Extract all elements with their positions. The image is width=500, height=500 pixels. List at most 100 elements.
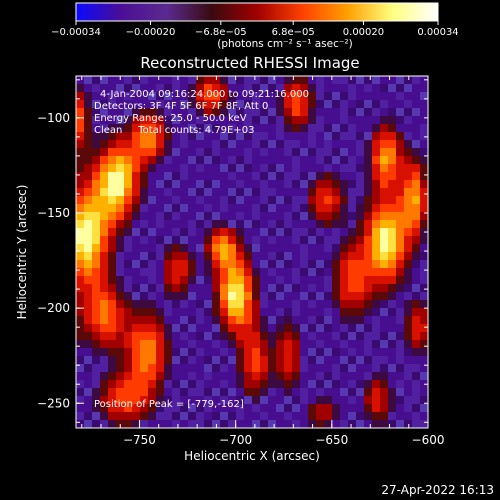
heatmap-cell — [140, 148, 148, 156]
heatmap-cell — [412, 228, 420, 236]
heatmap-cell — [180, 324, 188, 332]
heatmap-cell — [396, 132, 404, 140]
heatmap-cell — [380, 292, 388, 300]
heatmap-cell — [348, 396, 356, 404]
heatmap-cell — [252, 380, 260, 388]
heatmap-cell — [372, 116, 380, 124]
heatmap-cell — [420, 300, 428, 308]
heatmap-cell — [364, 332, 372, 340]
x-axis-label: Heliocentric X (arcsec) — [184, 449, 320, 463]
heatmap-cell — [204, 228, 212, 236]
heatmap-cell — [300, 332, 308, 340]
heatmap-cell — [340, 180, 348, 188]
heatmap-cell — [340, 76, 348, 84]
heatmap-cell — [76, 348, 84, 356]
heatmap-cell — [324, 220, 332, 228]
heatmap-cell — [340, 124, 348, 132]
heatmap-cell — [324, 148, 332, 156]
heatmap-cell — [228, 116, 236, 124]
heatmap-cell — [292, 220, 300, 228]
heatmap-cell — [84, 164, 92, 172]
heatmap-cell — [180, 84, 188, 92]
heatmap-cell — [140, 188, 148, 196]
heatmap-cell — [228, 412, 236, 420]
heatmap-cell — [252, 372, 260, 380]
heatmap-cell — [332, 364, 340, 372]
heatmap-cell — [324, 228, 332, 236]
heatmap-cell — [300, 388, 308, 396]
heatmap-cell — [132, 324, 140, 332]
heatmap-cell — [324, 132, 332, 140]
heatmap-cell — [388, 108, 396, 116]
heatmap-cell — [420, 164, 428, 172]
heatmap-cell — [252, 212, 260, 220]
heatmap-cell — [268, 348, 276, 356]
heatmap-cell — [132, 132, 140, 140]
heatmap-cell — [300, 372, 308, 380]
heatmap-cell — [156, 340, 164, 348]
heatmap-cell — [172, 340, 180, 348]
heatmap-cell — [372, 260, 380, 268]
heatmap-cell — [108, 92, 116, 100]
heatmap-cell — [148, 148, 156, 156]
heatmap-cell — [364, 204, 372, 212]
heatmap-cell — [372, 212, 380, 220]
heatmap-cell — [380, 196, 388, 204]
heatmap-cell — [412, 164, 420, 172]
heatmap-cell — [300, 196, 308, 204]
heatmap-cell — [348, 172, 356, 180]
heatmap-cell — [372, 308, 380, 316]
heatmap-cell — [396, 340, 404, 348]
info-time-range: 4-Jan-2004 09:16:24.000 to 09:21:16.000 — [100, 89, 309, 100]
heatmap-cell — [236, 108, 244, 116]
heatmap-cell — [244, 124, 252, 132]
heatmap-cell — [164, 212, 172, 220]
heatmap-cell — [332, 124, 340, 132]
heatmap-cell — [228, 268, 236, 276]
heatmap-cell — [292, 332, 300, 340]
heatmap-cell — [292, 404, 300, 412]
heatmap-cell — [372, 148, 380, 156]
heatmap-cell — [132, 396, 140, 404]
heatmap-cell — [316, 148, 324, 156]
heatmap-cell — [340, 100, 348, 108]
heatmap-cell — [348, 108, 356, 116]
heatmap-cell — [228, 108, 236, 116]
heatmap-cell — [140, 204, 148, 212]
heatmap-cell — [340, 300, 348, 308]
info-clean-counts: Clean Total counts: 4.79E+03 — [94, 125, 254, 136]
heatmap-cell — [324, 172, 332, 180]
heatmap-cell — [204, 100, 212, 108]
heatmap-cell — [412, 180, 420, 188]
heatmap-cell — [364, 116, 372, 124]
heatmap-cell — [300, 244, 308, 252]
heatmap-cell — [388, 412, 396, 420]
heatmap-cell — [268, 324, 276, 332]
heatmap-cell — [268, 116, 276, 124]
heatmap-cell — [156, 300, 164, 308]
heatmap-cell — [212, 164, 220, 172]
heatmap-cell — [316, 340, 324, 348]
heatmap-cell — [196, 284, 204, 292]
heatmap-cell — [100, 420, 108, 428]
heatmap-cell — [124, 260, 132, 268]
heatmap-cell — [204, 156, 212, 164]
heatmap-cell — [412, 148, 420, 156]
heatmap-cell — [132, 332, 140, 340]
heatmap-cell — [228, 308, 236, 316]
heatmap-cell — [172, 412, 180, 420]
heatmap-cell — [116, 260, 124, 268]
heatmap-cell — [340, 260, 348, 268]
heatmap-cell — [244, 324, 252, 332]
heatmap-cell — [340, 220, 348, 228]
heatmap-cell — [180, 204, 188, 212]
heatmap-cell — [204, 420, 212, 428]
heatmap-cell — [380, 332, 388, 340]
heatmap-cell — [380, 404, 388, 412]
heatmap-cell — [412, 236, 420, 244]
heatmap-cell — [268, 252, 276, 260]
heatmap-cell — [92, 420, 100, 428]
heatmap-cell — [76, 300, 84, 308]
heatmap-cell — [156, 396, 164, 404]
heatmap-cell — [244, 164, 252, 172]
